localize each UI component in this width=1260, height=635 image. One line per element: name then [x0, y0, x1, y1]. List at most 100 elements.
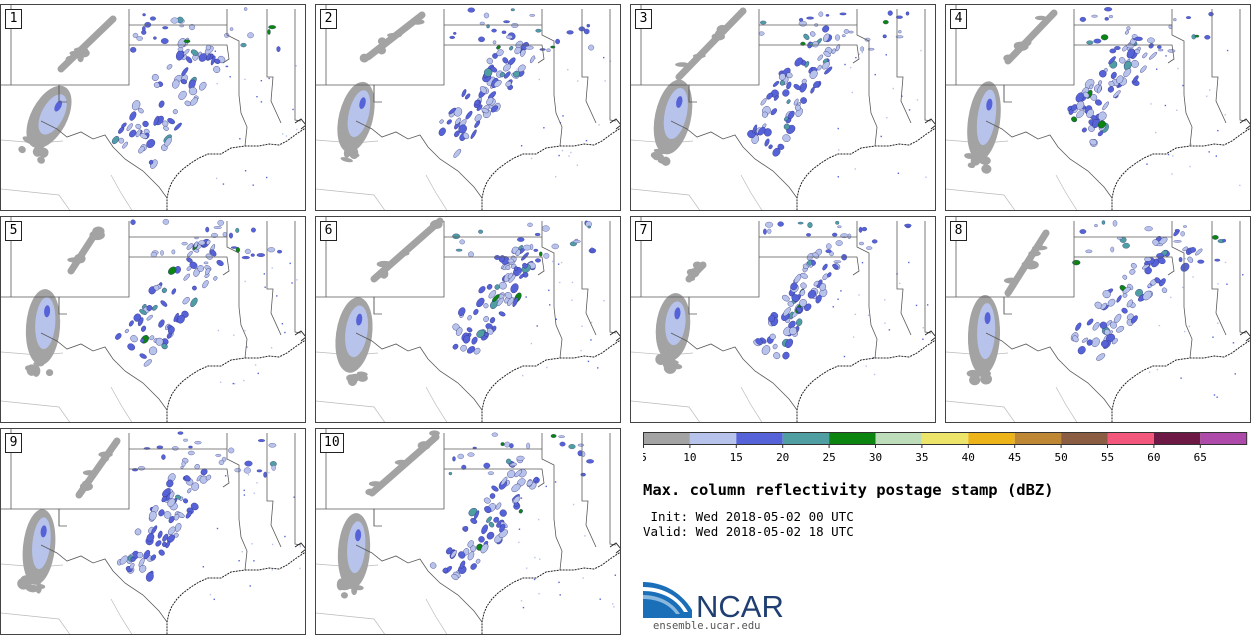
- convective-cell: [1129, 268, 1136, 275]
- reflectivity-speck: [916, 99, 919, 101]
- state-border: [896, 221, 912, 336]
- convective-cell: [1081, 337, 1089, 343]
- convective-cell: [509, 46, 514, 51]
- convective-cell: [766, 92, 773, 100]
- colorbar-segment: [968, 432, 1015, 445]
- colorbar-tick-label: 50: [1054, 451, 1067, 464]
- gulf-coastline: [481, 551, 620, 634]
- convective-cell: [206, 53, 211, 61]
- convective-cell: [136, 551, 144, 559]
- reflectivity-speck: [520, 145, 523, 147]
- reflectivity-speck: [854, 168, 857, 170]
- convective-cell: [149, 16, 156, 21]
- convective-cell: [198, 53, 208, 62]
- reflectivity-speck: [880, 135, 882, 138]
- convective-cell: [486, 516, 492, 523]
- reflectivity-15dbz: [359, 97, 366, 110]
- convective-cell: [526, 479, 533, 487]
- convective-cell: [462, 526, 469, 532]
- state-border: [1211, 9, 1227, 124]
- stamp-number: 8: [950, 221, 967, 241]
- gulf-coastline: [1111, 339, 1250, 422]
- stamp-panel-6[interactable]: 6: [315, 216, 621, 423]
- stamp-number: 6: [320, 221, 337, 241]
- delta-coast: [294, 542, 305, 554]
- convective-cell: [788, 320, 796, 329]
- colorbar-tick-label: 20: [776, 451, 789, 464]
- convective-cell: [149, 335, 155, 341]
- convective-cell: [832, 232, 838, 237]
- reflectivity-10dbz: [665, 301, 686, 346]
- stamp-panel-2[interactable]: 2: [315, 4, 621, 211]
- reflectivity-speck: [1177, 67, 1179, 70]
- convective-cell: [1167, 49, 1176, 53]
- reflectivity-5dbz: [346, 146, 357, 153]
- convective-cell: [467, 315, 472, 321]
- stamp-panel-7[interactable]: 7: [630, 216, 936, 423]
- reflectivity-5dbz: [716, 24, 728, 35]
- reflectivity-speck: [1234, 373, 1236, 375]
- convective-cell: [146, 314, 153, 321]
- convective-cell: [782, 134, 791, 142]
- reflectivity-speck: [614, 574, 617, 576]
- reflectivity-speck: [293, 496, 295, 498]
- reflectivity-speck: [260, 101, 263, 103]
- delta-coast: [294, 330, 305, 342]
- stamp-panel-3[interactable]: 3: [630, 4, 936, 211]
- convective-cell: [529, 55, 535, 64]
- stamp-panel-5[interactable]: 5: [0, 216, 306, 423]
- stamp-panel-8[interactable]: 8: [945, 216, 1251, 423]
- state-border: [856, 9, 870, 95]
- convective-cell: [761, 345, 771, 355]
- stamp-panel-1[interactable]: 1: [0, 4, 306, 211]
- convective-cell: [166, 64, 173, 70]
- mexico-state-border: [631, 400, 701, 422]
- convective-cell: [182, 498, 189, 504]
- convective-cell: [772, 147, 781, 157]
- state-border: [581, 433, 597, 548]
- convective-cell: [815, 294, 822, 304]
- convective-cell: [551, 243, 559, 250]
- west-storm-area: [25, 289, 61, 377]
- reflectivity-5dbz: [365, 488, 376, 496]
- convective-cell: [1085, 249, 1093, 254]
- state-border: [1074, 44, 1175, 64]
- reflectivity-speck: [558, 581, 560, 584]
- convective-cell: [166, 479, 174, 488]
- convective-cell: [492, 40, 497, 45]
- convective-cell: [168, 516, 175, 524]
- mexico-state-border: [740, 386, 763, 422]
- convective-cell: [160, 38, 169, 44]
- convective-cell: [502, 57, 509, 64]
- stamp-panel-4[interactable]: 4: [945, 4, 1251, 211]
- reflectivity-speck: [551, 260, 554, 263]
- convective-cell: [213, 276, 218, 281]
- convective-cell: [803, 33, 810, 40]
- state-border: [129, 44, 230, 64]
- convective-cell: [527, 222, 533, 227]
- convective-cell: [168, 326, 175, 335]
- convective-cell: [184, 100, 192, 107]
- convective-cell: [488, 521, 495, 528]
- reflectivity-speck: [582, 577, 584, 579]
- reflectivity-speck: [202, 566, 205, 568]
- reflectivity-speck: [224, 475, 227, 477]
- reflectivity-5dbz: [35, 582, 43, 594]
- colorbar-tick-label: 10: [683, 451, 696, 464]
- convective-cell: [834, 34, 841, 41]
- convective-cell: [506, 34, 513, 40]
- stamp-panel-9[interactable]: 9: [0, 428, 306, 635]
- convective-cell: [124, 328, 129, 334]
- convective-cell: [135, 123, 142, 130]
- convective-cell: [177, 431, 184, 435]
- convective-cell: [183, 39, 191, 43]
- state-border: [609, 221, 617, 334]
- convective-cell: [905, 11, 910, 16]
- convective-cell: [1189, 247, 1197, 253]
- stamp-panel-10[interactable]: 10: [315, 428, 621, 635]
- colorbar-segment: [1061, 432, 1108, 445]
- reflectivity-speck: [576, 164, 579, 166]
- reflectivity-speck: [1170, 296, 1172, 299]
- convective-cell: [449, 35, 456, 39]
- convective-cell: [1096, 353, 1106, 361]
